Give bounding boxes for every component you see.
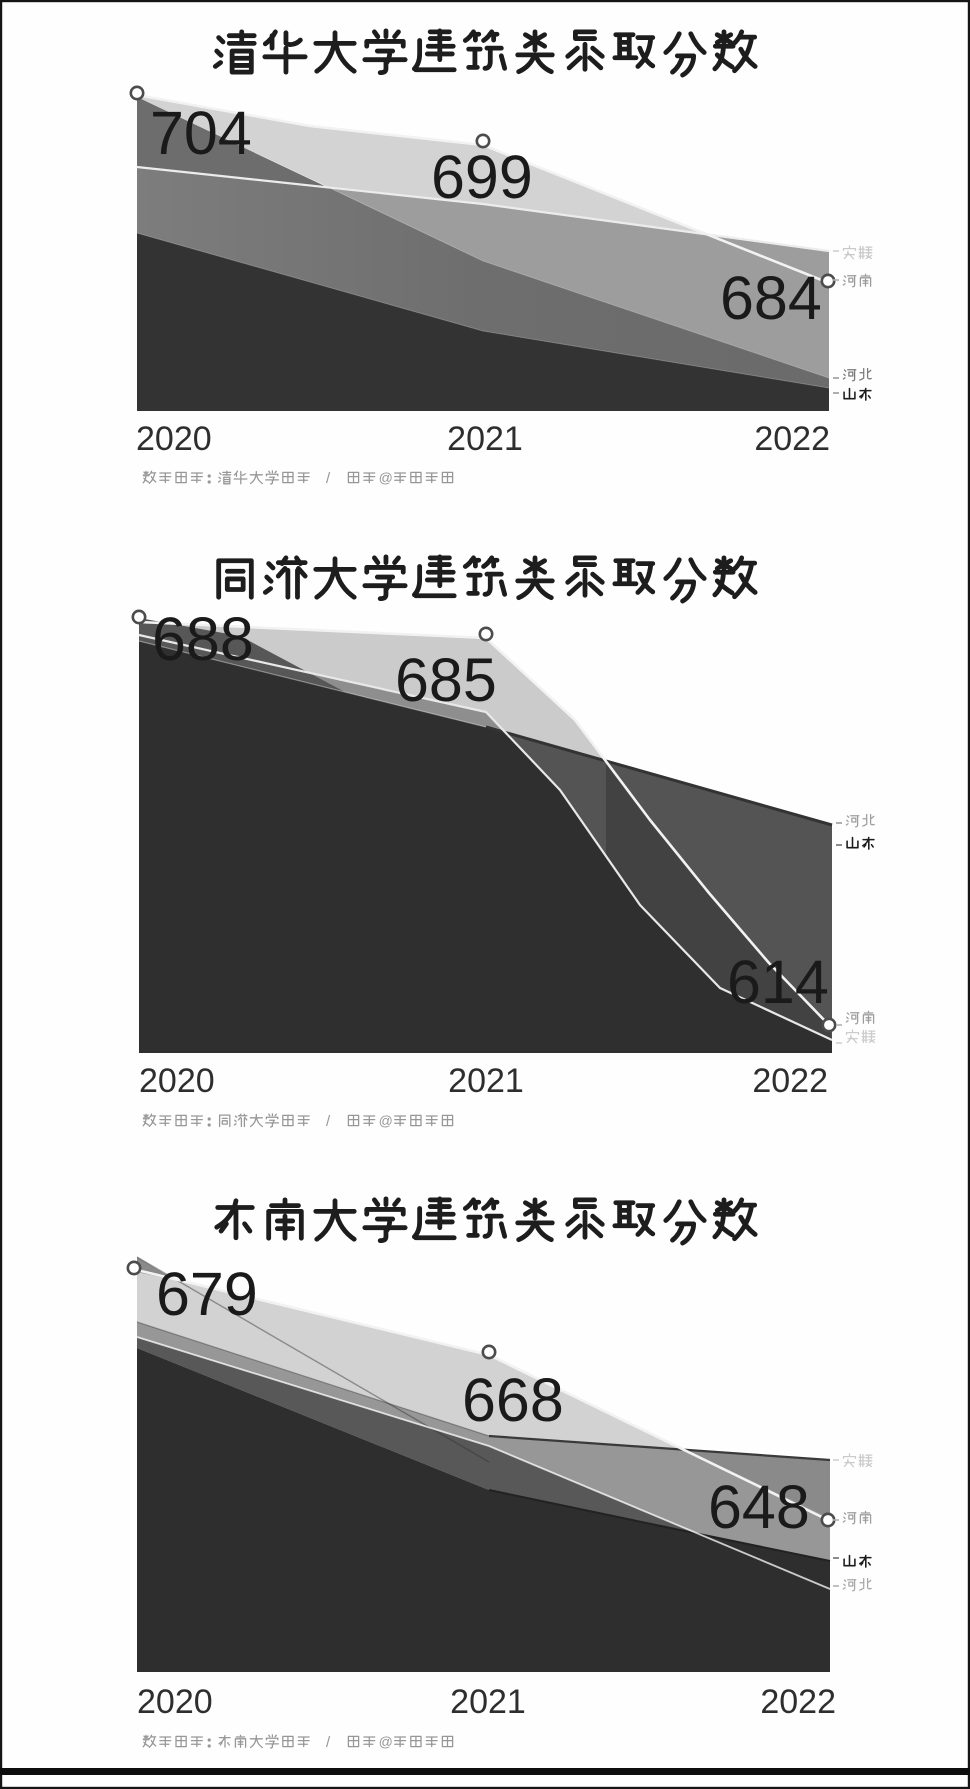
svg-text:2022: 2022 — [754, 420, 830, 458]
svg-text:@: @ — [379, 470, 393, 486]
svg-text:699: 699 — [431, 143, 533, 211]
svg-text:679: 679 — [156, 1260, 258, 1328]
svg-text:2021: 2021 — [448, 1062, 524, 1100]
svg-text:704: 704 — [150, 99, 252, 167]
svg-text:/: / — [326, 1113, 331, 1130]
svg-text:614: 614 — [727, 948, 829, 1016]
svg-text:2022: 2022 — [760, 1683, 836, 1721]
svg-text:2020: 2020 — [136, 420, 212, 458]
svg-text:@: @ — [379, 1734, 393, 1750]
svg-text:/: / — [326, 470, 331, 487]
svg-text:688: 688 — [152, 605, 254, 673]
svg-text:2020: 2020 — [137, 1683, 213, 1721]
svg-text:648: 648 — [708, 1473, 810, 1541]
svg-text:2021: 2021 — [450, 1683, 526, 1721]
svg-text:/: / — [326, 1734, 331, 1751]
svg-text:685: 685 — [395, 646, 497, 714]
svg-text:668: 668 — [462, 1366, 564, 1434]
svg-text:684: 684 — [720, 264, 822, 332]
svg-text:2022: 2022 — [752, 1062, 828, 1100]
svg-text:2020: 2020 — [139, 1062, 215, 1100]
svg-text:2021: 2021 — [447, 420, 523, 458]
svg-text:@: @ — [379, 1113, 393, 1129]
